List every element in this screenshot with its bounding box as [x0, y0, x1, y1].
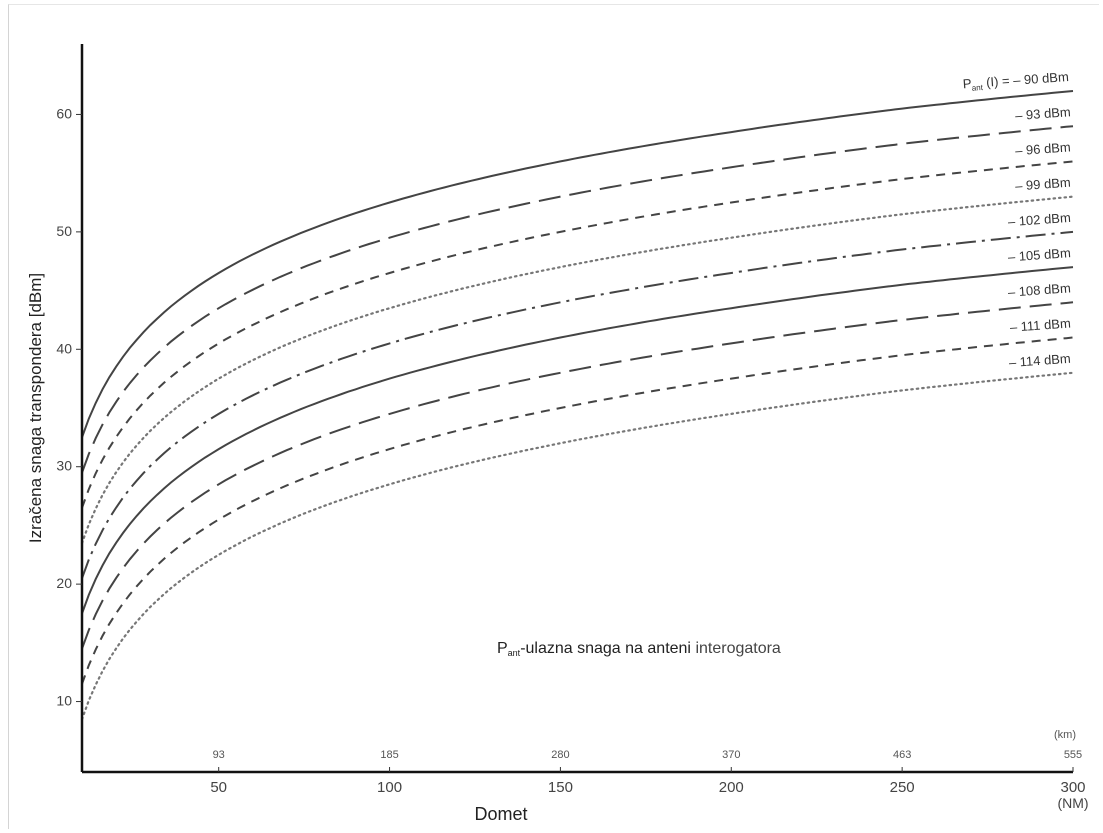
x-tick-label: 100 — [377, 779, 402, 796]
axes-group: 10 20 30 40 50 60 50 93 100 185 150 280 200 370 250 463… — [56, 44, 1089, 811]
curve-label-4: – 99 dBm — [1015, 175, 1072, 194]
y-tick-label: 10 — [56, 693, 72, 709]
curve-label-1: Pant (I) = – 90 dBm — [962, 69, 1069, 93]
curve-series-6 — [81, 266, 1074, 614]
x-tick-km-label: 370 — [722, 749, 740, 761]
x-tick-label: 150 — [548, 779, 573, 796]
curve-label-6: – 105 dBm — [1007, 245, 1071, 264]
curve-series-2 — [81, 125, 1074, 473]
x-tick-km-label: 185 — [380, 749, 398, 761]
x-unit-nm: (NM) — [1057, 795, 1088, 811]
curve-label-8: – 111 dBm — [1009, 316, 1071, 335]
y-tick-label: 40 — [56, 340, 72, 356]
curve-series-1 — [81, 90, 1074, 438]
image-frame — [8, 4, 1099, 829]
curve-series-5 — [81, 230, 1074, 579]
curve-label-2: – 93 dBm — [1015, 104, 1072, 123]
y-tick-label: 50 — [56, 223, 72, 239]
x-tick-km-label: 93 — [213, 749, 225, 761]
x-axis-title: Domet — [474, 804, 527, 824]
curve-label-3: – 96 dBm — [1015, 139, 1072, 158]
curve-series-3 — [81, 160, 1074, 509]
x-tick-km-label: 280 — [551, 749, 569, 761]
x-tick-km-label: 555 — [1064, 749, 1082, 761]
x-tick-label: 250 — [890, 779, 915, 796]
y-tick-label: 60 — [56, 105, 72, 121]
x-unit-km: (km) — [1054, 729, 1076, 741]
curve-series-4 — [80, 195, 1075, 545]
curve-series-7 — [81, 301, 1074, 650]
annotation-text: Pant-ulazna snaga na anteni interogatora — [497, 640, 781, 658]
curve-series-8 — [81, 336, 1074, 685]
y-tick-label: 30 — [56, 458, 72, 474]
curve-label-5: – 102 dBm — [1007, 210, 1071, 229]
curve-label-7: – 108 dBm — [1007, 280, 1071, 299]
curve-series-9 — [80, 371, 1075, 721]
curve-label-9: – 114 dBm — [1008, 351, 1071, 370]
y-tick-label: 20 — [56, 575, 72, 591]
x-tick-label: 300 — [1060, 779, 1085, 796]
curves-group — [80, 90, 1075, 721]
x-tick-km-label: 463 — [893, 749, 911, 761]
x-tick-label: 50 — [210, 779, 227, 796]
x-tick-label: 200 — [719, 779, 744, 796]
y-axis-title: Izračena snaga transpondera [dBm] — [26, 273, 45, 543]
labels-group: Izračena snaga transpondera [dBm] Domet Pa… — [26, 69, 1071, 824]
